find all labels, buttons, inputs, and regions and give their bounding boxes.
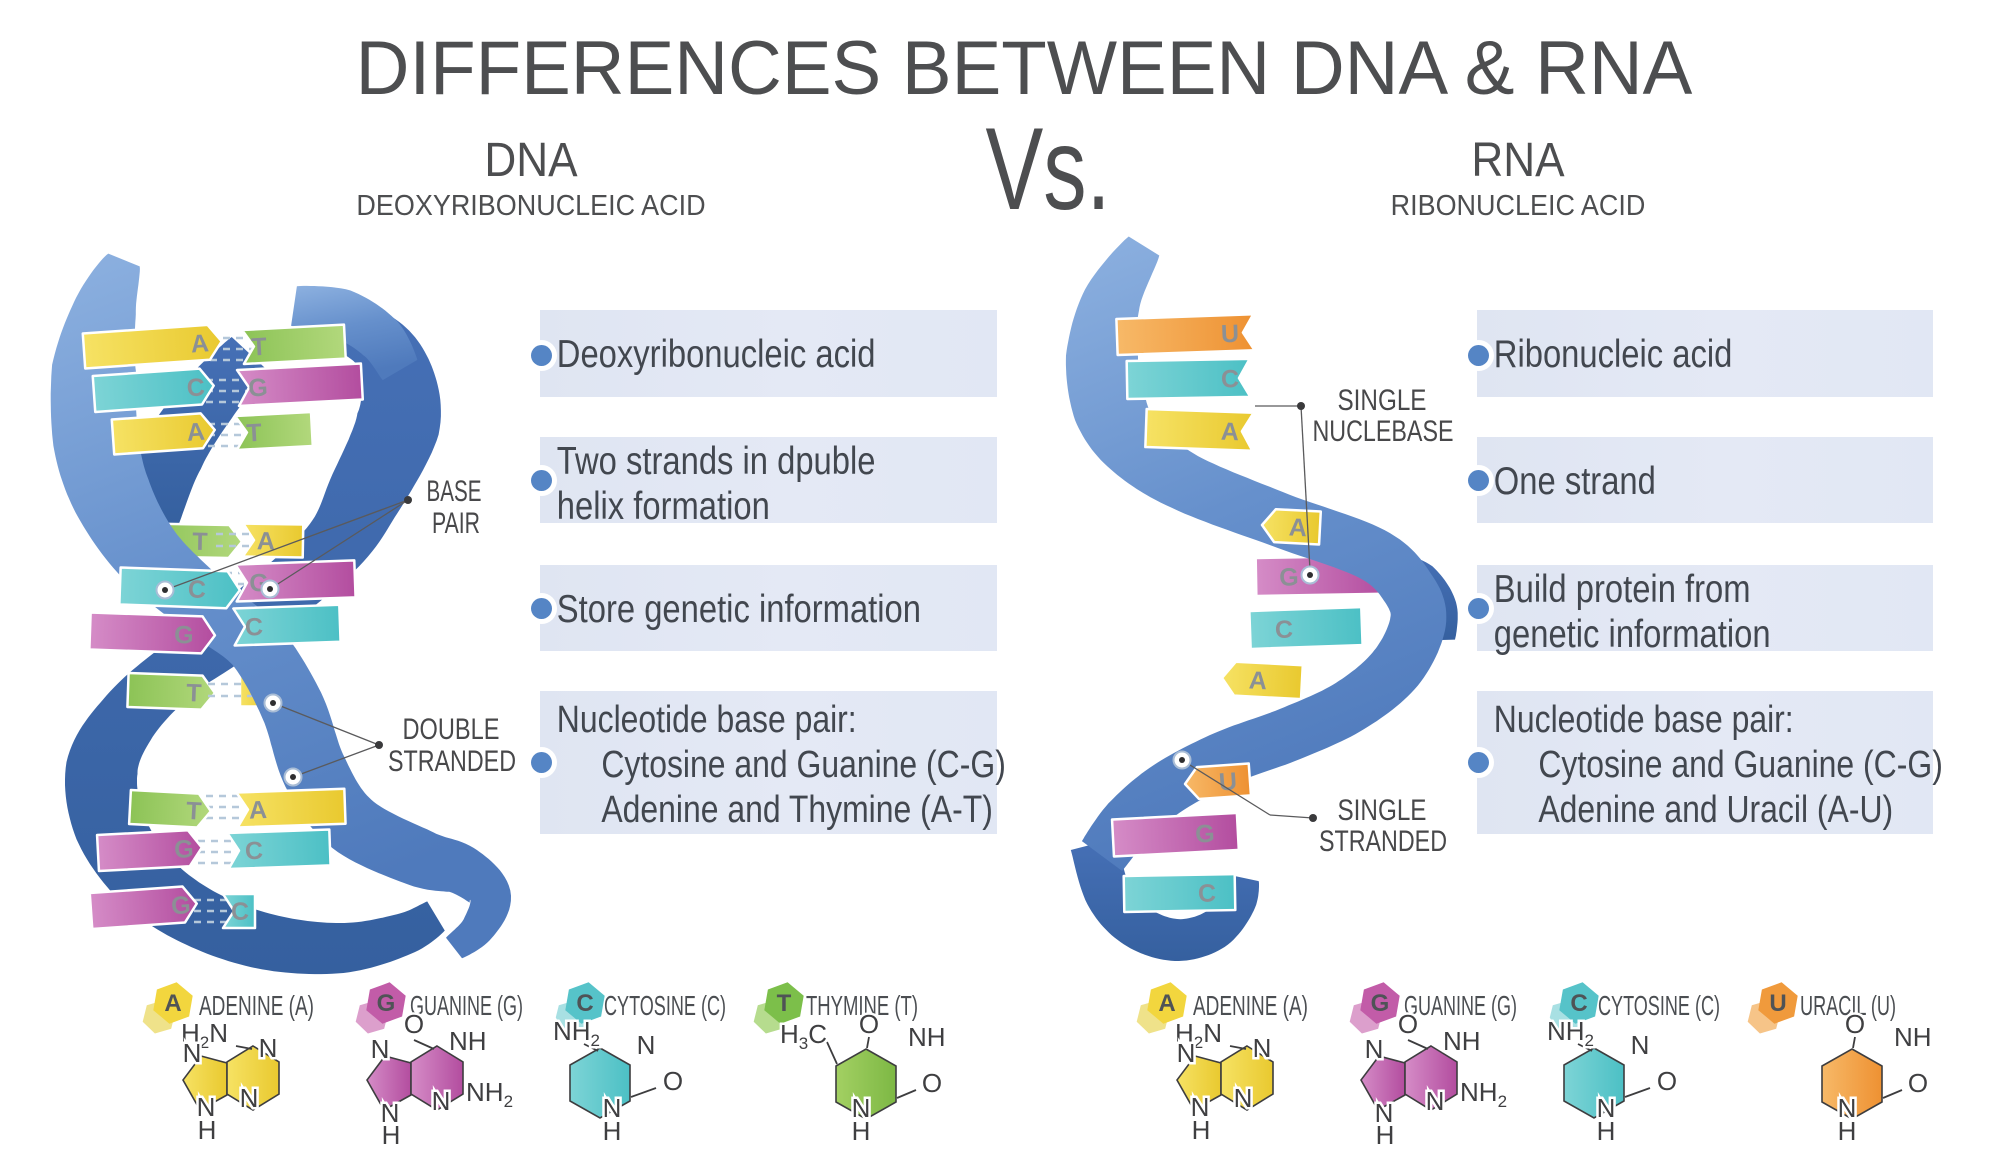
svg-text:NUCLEBASE: NUCLEBASE bbox=[1313, 415, 1454, 448]
svg-text:N: N bbox=[432, 1086, 451, 1116]
svg-text:NH: NH bbox=[908, 1022, 946, 1052]
svg-text:NH2: NH2 bbox=[466, 1077, 513, 1111]
svg-text:G: G bbox=[248, 373, 269, 402]
svg-text:H: H bbox=[1597, 1116, 1616, 1146]
svg-text:N: N bbox=[1838, 1093, 1857, 1123]
svg-text:C: C bbox=[1274, 616, 1293, 645]
svg-text:H3C: H3C bbox=[780, 1019, 827, 1053]
svg-text:URACIL (U): URACIL (U) bbox=[1800, 990, 1896, 1021]
svg-text:N: N bbox=[1234, 1083, 1253, 1113]
svg-text:N: N bbox=[1597, 1093, 1616, 1123]
svg-text:H: H bbox=[852, 1116, 871, 1146]
svg-text:O: O bbox=[404, 1009, 424, 1039]
svg-text:NH2: NH2 bbox=[1547, 1016, 1594, 1050]
svg-text:C: C bbox=[187, 575, 206, 604]
svg-text:N: N bbox=[1177, 1038, 1196, 1068]
svg-text:T: T bbox=[185, 797, 202, 826]
svg-text:O: O bbox=[922, 1068, 942, 1098]
svg-text:C: C bbox=[1221, 365, 1240, 393]
svg-text:THYMINE (T): THYMINE (T) bbox=[806, 990, 918, 1021]
svg-text:O: O bbox=[859, 1009, 879, 1039]
svg-text:G: G bbox=[1371, 990, 1390, 1017]
svg-text:STRANDED: STRANDED bbox=[1319, 825, 1447, 858]
svg-text:N: N bbox=[381, 1098, 400, 1128]
svg-text:A: A bbox=[257, 527, 276, 555]
svg-text:T: T bbox=[777, 990, 792, 1017]
svg-text:T: T bbox=[246, 419, 263, 448]
svg-text:U: U bbox=[1769, 990, 1786, 1017]
svg-text:H: H bbox=[1838, 1116, 1857, 1146]
svg-text:H: H bbox=[1192, 1115, 1211, 1145]
svg-text:A: A bbox=[190, 329, 210, 358]
svg-text:NH2: NH2 bbox=[1460, 1077, 1507, 1111]
svg-text:STRANDED: STRANDED bbox=[388, 745, 516, 778]
svg-text:T: T bbox=[192, 528, 208, 556]
svg-text:H: H bbox=[1376, 1120, 1395, 1150]
svg-text:A: A bbox=[1288, 513, 1308, 542]
svg-text:A: A bbox=[1248, 666, 1268, 695]
svg-text:N: N bbox=[183, 1038, 202, 1068]
svg-text:U: U bbox=[1220, 320, 1239, 349]
svg-text:N: N bbox=[1375, 1098, 1394, 1128]
svg-text:N: N bbox=[603, 1093, 622, 1123]
svg-text:CYTOSINE (C): CYTOSINE (C) bbox=[604, 990, 726, 1021]
svg-text:N: N bbox=[852, 1093, 871, 1123]
svg-text:H: H bbox=[198, 1115, 217, 1145]
svg-text:A: A bbox=[249, 796, 268, 825]
svg-text:O: O bbox=[1398, 1009, 1418, 1039]
svg-text:NH: NH bbox=[449, 1026, 487, 1056]
svg-text:A: A bbox=[164, 990, 181, 1017]
svg-text:N: N bbox=[1426, 1086, 1445, 1116]
svg-text:G: G bbox=[174, 621, 194, 650]
svg-text:O: O bbox=[1908, 1068, 1928, 1098]
svg-text:O: O bbox=[1845, 1009, 1865, 1039]
svg-text:ADENINE (A): ADENINE (A) bbox=[1193, 990, 1308, 1021]
svg-text:N: N bbox=[1631, 1030, 1650, 1060]
svg-text:GUANINE (G): GUANINE (G) bbox=[1404, 990, 1517, 1021]
svg-text:SINGLE: SINGLE bbox=[1338, 384, 1427, 417]
svg-text:NH2: NH2 bbox=[553, 1016, 600, 1050]
svg-text:N: N bbox=[637, 1030, 656, 1060]
svg-text:C: C bbox=[231, 898, 249, 926]
svg-text:C: C bbox=[1198, 879, 1217, 907]
svg-text:GUANINE (G): GUANINE (G) bbox=[410, 990, 523, 1021]
svg-text:BASE: BASE bbox=[427, 475, 482, 508]
svg-text:N: N bbox=[1253, 1033, 1272, 1063]
svg-text:A: A bbox=[186, 418, 206, 447]
svg-text:C: C bbox=[245, 613, 264, 642]
svg-text:G: G bbox=[173, 835, 194, 864]
svg-text:N: N bbox=[371, 1034, 390, 1064]
svg-text:NH: NH bbox=[1894, 1022, 1932, 1052]
svg-text:N: N bbox=[1365, 1034, 1384, 1064]
svg-text:G: G bbox=[170, 891, 191, 920]
svg-text:C: C bbox=[576, 990, 593, 1017]
svg-text:T: T bbox=[186, 679, 202, 708]
svg-text:CYTOSINE (C): CYTOSINE (C) bbox=[1598, 990, 1720, 1021]
svg-text:N: N bbox=[259, 1033, 278, 1063]
svg-text:G: G bbox=[1279, 563, 1299, 591]
svg-text:U: U bbox=[1218, 767, 1238, 796]
svg-text:ADENINE (A): ADENINE (A) bbox=[199, 990, 314, 1021]
svg-text:A: A bbox=[1158, 990, 1175, 1017]
svg-text:C: C bbox=[186, 373, 206, 402]
svg-text:N: N bbox=[197, 1092, 216, 1122]
svg-text:C: C bbox=[1570, 990, 1587, 1017]
svg-text:PAIR: PAIR bbox=[432, 507, 480, 540]
svg-text:G: G bbox=[1194, 820, 1215, 849]
svg-text:A: A bbox=[1220, 418, 1239, 447]
svg-text:H: H bbox=[382, 1120, 401, 1150]
svg-text:C: C bbox=[245, 837, 264, 866]
svg-text:T: T bbox=[251, 333, 268, 362]
svg-text:H: H bbox=[603, 1116, 622, 1146]
svg-text:G: G bbox=[377, 990, 396, 1017]
svg-text:NH: NH bbox=[1443, 1026, 1481, 1056]
svg-text:O: O bbox=[1657, 1066, 1677, 1096]
svg-text:N: N bbox=[1191, 1092, 1210, 1122]
svg-text:O: O bbox=[663, 1066, 683, 1096]
svg-text:N: N bbox=[240, 1083, 259, 1113]
svg-text:DOUBLE: DOUBLE bbox=[403, 713, 500, 746]
svg-text:SINGLE: SINGLE bbox=[1338, 794, 1427, 827]
